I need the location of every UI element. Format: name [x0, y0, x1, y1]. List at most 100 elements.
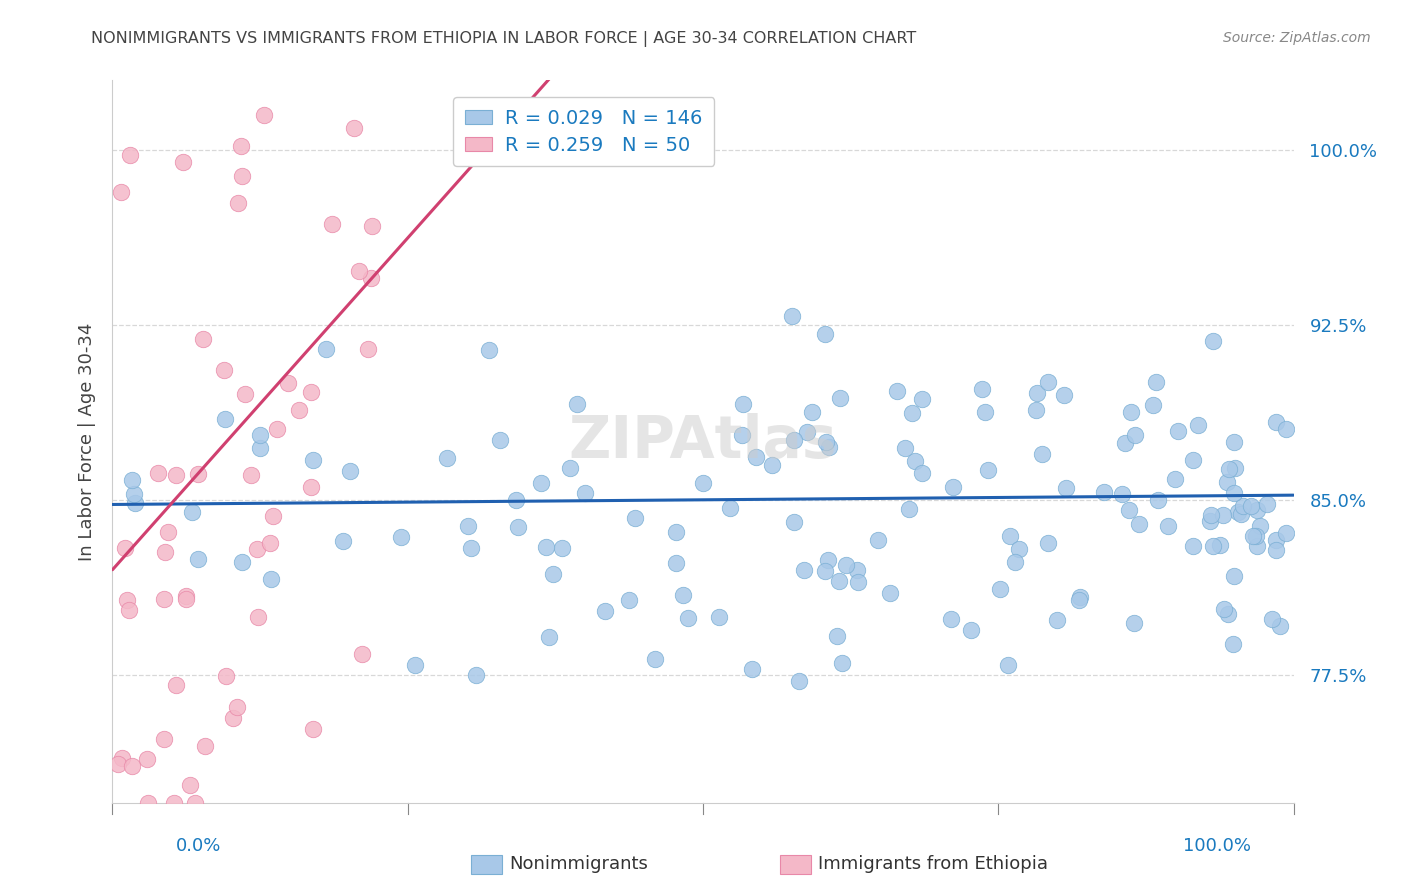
Point — [1181, 539, 1204, 553]
Point — [302, 453, 325, 467]
Point — [619, 593, 641, 607]
Point — [114, 541, 136, 556]
Point — [436, 451, 458, 466]
Point — [157, 524, 180, 539]
Point — [1164, 472, 1187, 486]
Point — [246, 609, 269, 624]
Point — [1038, 376, 1060, 390]
Point — [977, 463, 1000, 477]
Point — [665, 525, 688, 540]
Point — [1212, 602, 1234, 616]
Point — [1222, 435, 1244, 450]
Point — [846, 574, 869, 589]
Point — [165, 677, 187, 691]
Point — [911, 392, 934, 406]
Point — [148, 466, 170, 480]
Point — [172, 154, 194, 169]
Point — [1144, 376, 1167, 390]
Point — [121, 759, 143, 773]
Point — [404, 657, 426, 672]
Point — [231, 169, 253, 184]
Point — [302, 722, 325, 736]
Point — [179, 778, 201, 792]
Point — [174, 589, 197, 603]
Point — [814, 435, 837, 450]
Point — [817, 553, 839, 567]
Point — [214, 412, 236, 426]
Point — [665, 556, 688, 570]
Point — [343, 120, 366, 135]
Point — [796, 425, 818, 439]
Point — [835, 558, 858, 572]
Point — [226, 196, 249, 211]
Point — [692, 475, 714, 490]
Point — [110, 186, 132, 200]
Point — [1249, 519, 1271, 533]
Point — [1264, 415, 1286, 429]
Point — [246, 541, 269, 556]
Point — [389, 530, 412, 544]
Point — [1069, 590, 1091, 604]
Point — [1069, 593, 1091, 607]
Point — [886, 384, 908, 398]
Point — [1157, 519, 1180, 533]
Point — [315, 342, 337, 356]
Point — [942, 480, 965, 494]
Point — [153, 731, 176, 746]
Point — [827, 574, 849, 588]
Point — [163, 796, 186, 810]
Point — [780, 309, 803, 323]
Point — [825, 629, 848, 643]
Point — [489, 433, 512, 447]
Point — [260, 572, 283, 586]
Point — [537, 631, 560, 645]
Point — [1216, 475, 1239, 489]
Point — [153, 545, 176, 559]
Point — [1240, 499, 1263, 513]
Point — [215, 669, 238, 683]
Text: Source: ZipAtlas.com: Source: ZipAtlas.com — [1223, 31, 1371, 45]
Point — [783, 433, 806, 447]
Point — [1187, 418, 1209, 433]
Point — [1114, 436, 1136, 450]
Point — [1025, 403, 1047, 417]
Point — [718, 500, 741, 515]
Point — [240, 468, 263, 483]
Point — [350, 647, 373, 661]
Point — [1054, 481, 1077, 495]
Point — [253, 108, 276, 122]
Point — [974, 405, 997, 419]
Point — [136, 796, 159, 810]
Point — [1118, 503, 1140, 517]
Point — [990, 582, 1012, 596]
Point — [1223, 461, 1246, 475]
Point — [464, 668, 486, 682]
Point — [1142, 399, 1164, 413]
Point — [1026, 385, 1049, 400]
Point — [997, 658, 1019, 673]
Point — [1123, 616, 1146, 631]
Point — [120, 148, 142, 162]
Point — [153, 592, 176, 607]
Point — [231, 138, 253, 153]
Point — [1202, 539, 1225, 553]
Point — [1181, 453, 1204, 467]
Point — [115, 593, 138, 607]
Point — [194, 739, 217, 753]
Point — [1031, 447, 1053, 461]
Point — [1202, 334, 1225, 348]
Point — [321, 217, 343, 231]
Point — [299, 384, 322, 399]
Text: NONIMMIGRANTS VS IMMIGRANTS FROM ETHIOPIA IN LABOR FORCE | AGE 30-34 CORRELATION: NONIMMIGRANTS VS IMMIGRANTS FROM ETHIOPI… — [91, 31, 917, 47]
Point — [266, 421, 288, 435]
Point — [1270, 619, 1292, 633]
Point — [1265, 543, 1288, 558]
Point — [1246, 540, 1268, 554]
Point — [801, 405, 824, 419]
Point — [180, 505, 202, 519]
Text: Nonimmigrants: Nonimmigrants — [509, 855, 648, 873]
Point — [941, 612, 963, 626]
Point — [347, 264, 370, 278]
Point — [818, 440, 841, 454]
Point — [122, 487, 145, 501]
